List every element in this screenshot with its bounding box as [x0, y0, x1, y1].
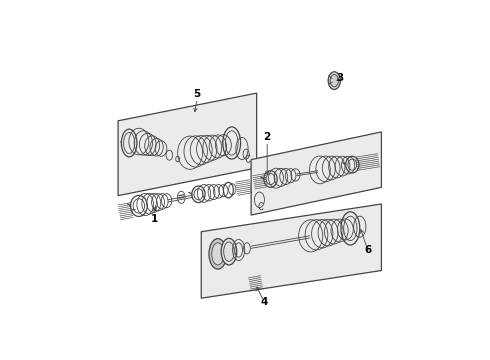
- Text: 2: 2: [264, 132, 271, 141]
- Text: 3: 3: [336, 73, 343, 83]
- Polygon shape: [201, 204, 381, 298]
- Text: 1: 1: [151, 214, 158, 224]
- Ellipse shape: [221, 238, 237, 265]
- Polygon shape: [251, 132, 381, 215]
- Text: 6: 6: [364, 245, 371, 255]
- Text: 4: 4: [261, 297, 268, 307]
- Text: 5: 5: [194, 89, 201, 99]
- Ellipse shape: [209, 239, 227, 269]
- Polygon shape: [118, 93, 257, 195]
- Ellipse shape: [212, 243, 224, 265]
- Ellipse shape: [328, 72, 341, 90]
